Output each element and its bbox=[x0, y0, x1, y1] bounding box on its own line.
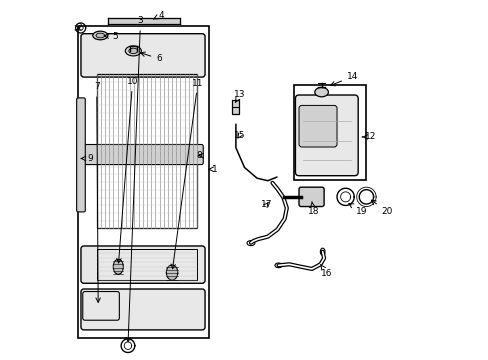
Ellipse shape bbox=[93, 31, 108, 40]
Text: 3: 3 bbox=[126, 16, 143, 342]
Text: 14: 14 bbox=[330, 72, 358, 86]
FancyBboxPatch shape bbox=[84, 144, 203, 165]
Ellipse shape bbox=[274, 263, 282, 268]
Text: 16: 16 bbox=[320, 264, 332, 278]
Bar bbox=[78, 26, 208, 338]
Text: 19: 19 bbox=[348, 203, 367, 216]
FancyBboxPatch shape bbox=[81, 34, 204, 77]
FancyBboxPatch shape bbox=[295, 95, 357, 176]
Text: 15: 15 bbox=[234, 131, 245, 140]
Text: 1: 1 bbox=[208, 165, 218, 174]
Bar bbox=[97, 249, 197, 280]
Bar bbox=[97, 74, 197, 228]
Ellipse shape bbox=[246, 240, 254, 246]
Text: 17: 17 bbox=[261, 200, 272, 209]
Text: 9: 9 bbox=[81, 154, 93, 163]
Ellipse shape bbox=[314, 87, 328, 97]
FancyBboxPatch shape bbox=[298, 187, 324, 207]
FancyBboxPatch shape bbox=[81, 289, 204, 330]
Text: 12: 12 bbox=[362, 132, 376, 141]
Text: 18: 18 bbox=[307, 202, 319, 216]
Text: 2: 2 bbox=[75, 23, 81, 32]
FancyBboxPatch shape bbox=[77, 98, 85, 212]
Ellipse shape bbox=[96, 33, 104, 38]
Ellipse shape bbox=[113, 259, 123, 274]
Text: 6: 6 bbox=[141, 52, 162, 63]
FancyBboxPatch shape bbox=[298, 105, 336, 147]
Text: 8: 8 bbox=[196, 151, 203, 160]
Text: 4: 4 bbox=[153, 10, 164, 19]
FancyBboxPatch shape bbox=[231, 100, 238, 114]
Text: 7: 7 bbox=[94, 82, 100, 302]
Text: 20: 20 bbox=[370, 200, 392, 216]
Ellipse shape bbox=[128, 48, 138, 54]
Ellipse shape bbox=[320, 248, 325, 255]
Text: 5: 5 bbox=[104, 32, 117, 41]
Bar bbox=[293, 85, 365, 180]
Ellipse shape bbox=[125, 46, 141, 56]
Polygon shape bbox=[108, 18, 180, 24]
Text: 11: 11 bbox=[171, 79, 203, 269]
Text: 10: 10 bbox=[117, 77, 138, 263]
Text: 13: 13 bbox=[234, 90, 245, 102]
FancyBboxPatch shape bbox=[82, 292, 119, 320]
Ellipse shape bbox=[166, 265, 178, 280]
FancyBboxPatch shape bbox=[81, 246, 204, 283]
